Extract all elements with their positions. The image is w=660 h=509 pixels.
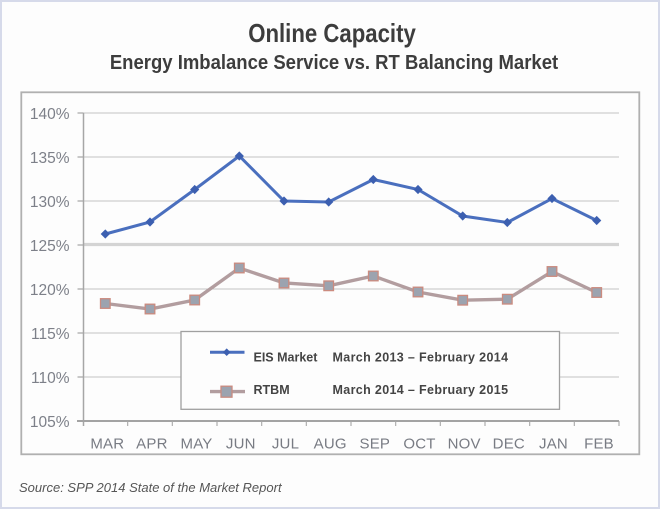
svg-text:SEP: SEP (359, 436, 390, 453)
svg-text:MAY: MAY (181, 436, 213, 453)
svg-text:JUL: JUL (272, 436, 299, 453)
svg-text:NOV: NOV (448, 436, 481, 453)
svg-text:140%: 140% (30, 106, 70, 123)
svg-text:JAN: JAN (539, 436, 568, 453)
svg-text:110%: 110% (31, 370, 70, 387)
svg-text:130%: 130% (30, 194, 70, 211)
svg-text:FEB: FEB (584, 436, 614, 453)
svg-text:APR: APR (136, 436, 167, 453)
svg-text:MAR: MAR (90, 436, 124, 453)
svg-text:DEC: DEC (493, 436, 525, 453)
svg-text:115%: 115% (31, 326, 70, 343)
svg-text:EIS Market: EIS Market (254, 350, 319, 364)
svg-text:March 2013 – February 2014: March 2013 – February 2014 (333, 350, 509, 364)
svg-text:OCT: OCT (403, 436, 435, 453)
svg-text:AUG: AUG (314, 436, 347, 453)
svg-text:120%: 120% (30, 282, 70, 299)
svg-text:RTBM: RTBM (254, 383, 290, 397)
svg-text:125%: 125% (30, 238, 70, 255)
svg-text:135%: 135% (30, 150, 70, 167)
svg-text:March 2014 – February 2015: March 2014 – February 2015 (333, 383, 509, 397)
svg-text:105%: 105% (30, 414, 70, 431)
svg-text:JUN: JUN (226, 436, 256, 453)
